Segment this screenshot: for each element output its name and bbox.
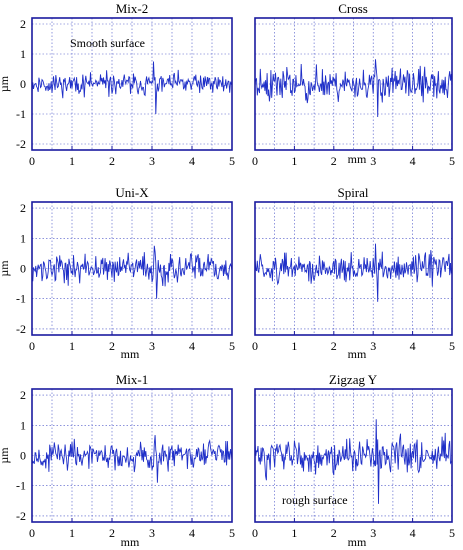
x-tick-label: 1 bbox=[291, 339, 297, 353]
panel-1: 0 1 2 3 4 5 2 1 0 -1 -2 Mix-2 µm Smooth surface bbox=[0, 1, 235, 168]
plot-frame bbox=[31, 201, 233, 336]
x-tick-label: 1 bbox=[69, 154, 75, 168]
x-tick-label: 1 bbox=[291, 526, 297, 540]
x-tick-label: 0 bbox=[252, 339, 258, 353]
profile-line bbox=[31, 61, 233, 115]
y-tick-label: 2 bbox=[20, 201, 26, 215]
y-tick-label: 0 bbox=[20, 449, 26, 463]
profile-line bbox=[254, 59, 453, 118]
y-tick-label: 1 bbox=[20, 418, 26, 432]
x-tick-label: 5 bbox=[449, 154, 455, 168]
x-tick-label: 4 bbox=[189, 154, 195, 168]
x-tick-label: 1 bbox=[69, 339, 75, 353]
y-axis-label: µm bbox=[0, 75, 11, 92]
x-tick-label: 2 bbox=[109, 339, 115, 353]
x-tick-label: 4 bbox=[189, 526, 195, 540]
x-tick-label: 4 bbox=[410, 339, 416, 353]
x-axis-label: mm bbox=[348, 347, 367, 361]
panel-title: Mix-1 bbox=[116, 372, 149, 387]
x-tick-label: 2 bbox=[331, 526, 337, 540]
y-axis-label: µm bbox=[0, 260, 11, 277]
x-axis-label: mm bbox=[348, 535, 367, 549]
profile-line bbox=[254, 243, 453, 302]
profile-line bbox=[31, 435, 233, 483]
profile-line bbox=[254, 419, 453, 504]
x-tick-label: 4 bbox=[410, 154, 416, 168]
x-tick-label: 5 bbox=[449, 339, 455, 353]
y-tick-label: -1 bbox=[16, 479, 26, 493]
plot-frame bbox=[254, 388, 453, 523]
x-tick-label: 3 bbox=[149, 339, 155, 353]
y-tick-label: 0 bbox=[20, 262, 26, 276]
x-tick-label: 4 bbox=[189, 339, 195, 353]
panel-4: 0 1 2 3 4 5 Spiral mm bbox=[252, 185, 455, 361]
plot-frame bbox=[254, 17, 453, 151]
panel-title: Uni-X bbox=[115, 185, 149, 200]
panel-6: 0 1 2 3 4 5 Zigzag Y mm rough surface bbox=[252, 372, 455, 549]
panel-title: Spiral bbox=[337, 185, 368, 200]
plot-frame bbox=[31, 17, 233, 151]
x-tick-label: 2 bbox=[331, 154, 337, 168]
x-axis-label: mm bbox=[348, 152, 367, 166]
panel-5: 0 1 2 3 4 5 2 1 0 -1 -2 Mix-1 mm µm bbox=[0, 372, 235, 549]
profile-line bbox=[31, 245, 233, 299]
panel-2: 0 1 2 3 4 5 Cross mm bbox=[252, 1, 455, 168]
y-tick-label: 2 bbox=[20, 388, 26, 402]
x-tick-label: 0 bbox=[29, 154, 35, 168]
x-axis-label: mm bbox=[121, 535, 140, 549]
y-tick-label: -2 bbox=[16, 137, 26, 151]
x-tick-label: 3 bbox=[370, 339, 376, 353]
y-tick-label: 2 bbox=[20, 17, 26, 31]
x-tick-label: 1 bbox=[291, 154, 297, 168]
y-tick-label: 1 bbox=[20, 231, 26, 245]
panel-title: Zigzag Y bbox=[329, 372, 378, 387]
y-tick-label: -2 bbox=[16, 509, 26, 523]
x-tick-label: 3 bbox=[370, 526, 376, 540]
y-tick-label: 0 bbox=[20, 77, 26, 91]
x-tick-label: 5 bbox=[229, 339, 235, 353]
x-tick-label: 3 bbox=[149, 526, 155, 540]
x-tick-label: 5 bbox=[449, 526, 455, 540]
x-tick-label: 0 bbox=[29, 526, 35, 540]
x-tick-label: 2 bbox=[109, 154, 115, 168]
panel-title: Mix-2 bbox=[116, 1, 149, 16]
y-tick-label: -1 bbox=[16, 292, 26, 306]
annotation-text: Smooth surface bbox=[70, 36, 145, 50]
x-tick-label: 1 bbox=[69, 526, 75, 540]
x-tick-label: 0 bbox=[29, 339, 35, 353]
y-tick-label: 1 bbox=[20, 47, 26, 61]
plot-frame bbox=[31, 388, 233, 523]
x-tick-label: 3 bbox=[149, 154, 155, 168]
y-tick-label: -2 bbox=[16, 322, 26, 336]
x-tick-label: 2 bbox=[109, 526, 115, 540]
x-tick-label: 5 bbox=[229, 154, 235, 168]
x-tick-label: 0 bbox=[252, 154, 258, 168]
x-tick-label: 0 bbox=[252, 526, 258, 540]
plot-frame bbox=[254, 201, 453, 336]
x-tick-label: 5 bbox=[229, 526, 235, 540]
x-tick-label: 2 bbox=[331, 339, 337, 353]
annotation-text: rough surface bbox=[282, 493, 348, 507]
y-axis-label: µm bbox=[0, 447, 11, 464]
x-axis-label: mm bbox=[121, 347, 140, 361]
x-tick-label: 3 bbox=[370, 154, 376, 168]
x-tick-label: 4 bbox=[410, 526, 416, 540]
panel-title: Cross bbox=[338, 1, 368, 16]
panel-3: 0 1 2 3 4 5 2 1 0 -1 -2 Uni-X mm µm bbox=[0, 185, 235, 361]
y-tick-label: -1 bbox=[16, 107, 26, 121]
